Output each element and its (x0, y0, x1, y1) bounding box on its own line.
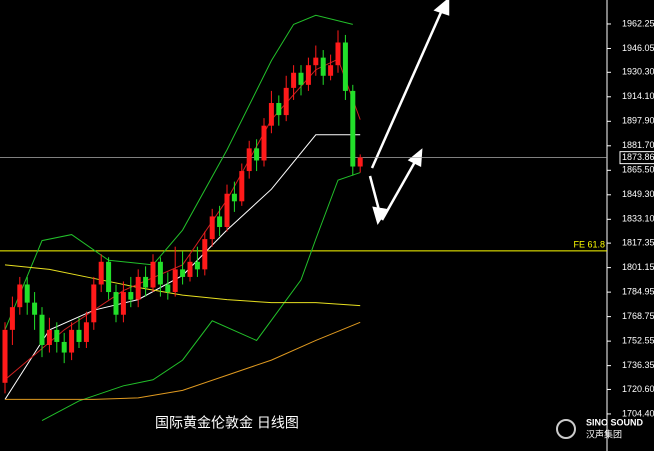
candle-body (165, 284, 171, 293)
y-tick-label: 1736.35 (622, 360, 654, 370)
candle-body (39, 314, 45, 345)
candle-body (187, 261, 193, 277)
candle-body (342, 42, 348, 91)
y-tick-label: 1833.10 (622, 214, 654, 224)
candle-body (239, 171, 245, 202)
candle-body (113, 292, 119, 315)
candle-body (157, 261, 163, 285)
y-tick-label: 1849.30 (622, 189, 654, 199)
candle-body (24, 284, 30, 303)
y-tick-label: 1946.05 (622, 43, 654, 53)
candle-body (91, 284, 97, 323)
fe-label: FE 61.8 (573, 239, 605, 249)
candle-body (246, 148, 252, 172)
y-tick-label: 1704.40 (622, 408, 654, 418)
y-tick-label: 1914.10 (622, 91, 654, 101)
indicator-line (4, 264, 361, 307)
candle-body (135, 276, 141, 300)
candle-body (128, 292, 134, 300)
candle-body (335, 42, 341, 66)
candle-body (98, 261, 104, 285)
candle-body (61, 341, 67, 353)
brand: SINO SOUND (586, 417, 644, 427)
y-tick-label: 1768.75 (622, 311, 654, 321)
price-box (619, 151, 654, 165)
y-tick-label: 1897.90 (622, 116, 654, 126)
indicator-line (41, 172, 361, 422)
candle-body (143, 276, 149, 288)
candle-body (194, 261, 200, 270)
y-tick-label: 1881.70 (622, 140, 654, 150)
candle-body (83, 322, 89, 342)
candle-body (172, 269, 178, 293)
y-tick-label: 1865.50 (622, 165, 654, 175)
indicator-line (4, 14, 353, 331)
y-tick-label: 1720.60 (622, 384, 654, 394)
candle-body (313, 57, 319, 66)
y-tick-label: 1801.15 (622, 262, 654, 272)
candle-body (9, 307, 15, 330)
y-tick-label: 1962.25 (622, 18, 654, 28)
candle-body (261, 125, 267, 161)
candle-body (320, 57, 326, 76)
candle-body (180, 269, 186, 277)
candle-body (106, 261, 112, 293)
indicator-line (5, 321, 361, 400)
candle-body (291, 72, 297, 88)
candle-body (150, 261, 156, 288)
candle-body (298, 72, 304, 85)
candle-body (276, 102, 282, 116)
y-tick-label: 1930.30 (622, 67, 654, 77)
y-tick-label: 1817.35 (622, 237, 654, 247)
candle-body (283, 87, 289, 116)
candle-body (69, 329, 75, 353)
candle-body (32, 302, 38, 315)
candle-body (305, 65, 311, 85)
candle-body (209, 216, 215, 240)
candle-body (120, 292, 126, 315)
candle-body (268, 102, 274, 126)
candle-body (2, 329, 8, 383)
candle-body (224, 193, 230, 228)
candle-body (17, 284, 23, 308)
y-tick-label: 1784.95 (622, 286, 654, 296)
candle-body (202, 239, 208, 270)
arrows (368, 0, 450, 225)
candle-body (231, 193, 237, 202)
candle-body (350, 90, 356, 167)
candle-body (328, 65, 334, 76)
candle-body (357, 157, 363, 167)
y-tick-label: 1752.55 (622, 335, 654, 345)
brand-sub: 汉声集团 (586, 428, 622, 439)
candle-body (54, 329, 60, 342)
candle-body (76, 329, 82, 342)
candle-body (217, 216, 223, 228)
logo: SINO SOUND 汉声集团 (556, 417, 644, 439)
candle-body (46, 329, 52, 345)
price-label: 1873.86 (622, 152, 654, 162)
candle-body (254, 148, 260, 161)
chart-title: 国际黄金伦敦金 日线图 (155, 415, 299, 431)
